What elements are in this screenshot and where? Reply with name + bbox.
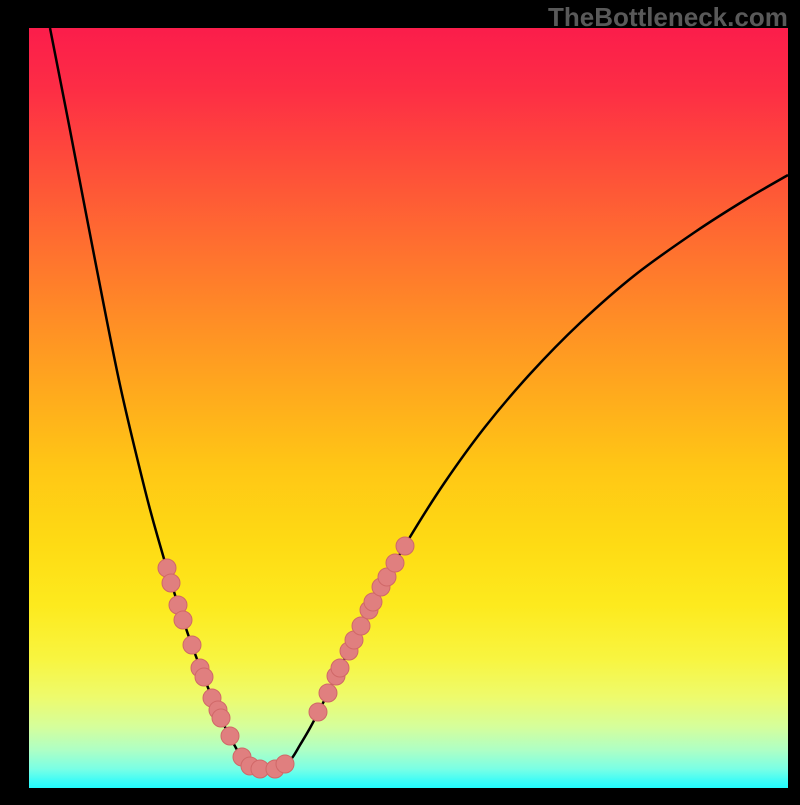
- chart-svg: [0, 0, 800, 800]
- plot-background: [29, 28, 788, 788]
- chart-container: [0, 0, 800, 805]
- data-marker: [309, 703, 327, 721]
- data-marker: [195, 668, 213, 686]
- data-marker: [352, 617, 370, 635]
- data-marker: [212, 709, 230, 727]
- data-marker: [319, 684, 337, 702]
- data-marker: [221, 727, 239, 745]
- data-marker: [396, 537, 414, 555]
- data-marker: [183, 636, 201, 654]
- data-marker: [386, 554, 404, 572]
- data-marker: [174, 611, 192, 629]
- data-marker: [162, 574, 180, 592]
- watermark-text: TheBottleneck.com: [548, 2, 788, 33]
- data-marker: [276, 755, 294, 773]
- data-marker: [331, 659, 349, 677]
